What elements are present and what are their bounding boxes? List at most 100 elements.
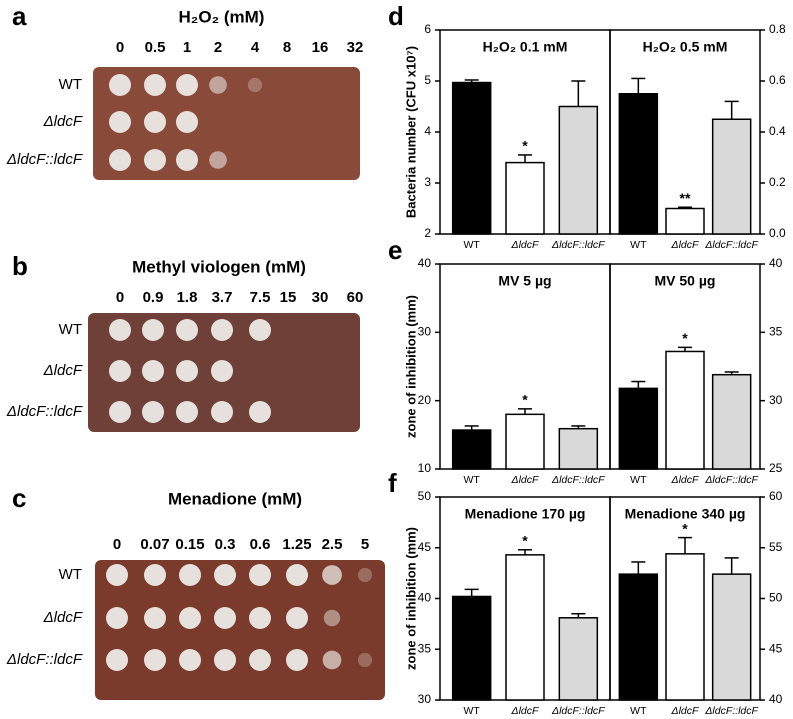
strain-label: WT [59, 321, 82, 338]
bacterial-spot [176, 74, 198, 96]
chart-title: H₂O₂ 0.5 mM [643, 39, 728, 55]
bacterial-spot [142, 319, 164, 341]
panel-label: b [12, 251, 28, 281]
bar [665, 553, 705, 701]
chart-title: MV 5 µg [498, 273, 551, 289]
concentration-label: 16 [312, 39, 329, 56]
significance-mark: ** [680, 190, 691, 206]
bacterial-spot [176, 111, 198, 133]
panel-label: d [388, 1, 404, 31]
x-tick-label: ΔldcF [671, 474, 699, 486]
error-bar [464, 79, 479, 83]
chart-title: Menadione 340 µg [625, 506, 746, 522]
y-tick-label: 3 [424, 175, 431, 189]
x-tick-label: ΔldcF [671, 239, 699, 251]
bacterial-spot [144, 74, 166, 96]
error-bar [518, 408, 532, 415]
y-axis-label: zone of inhibition (mm) [403, 527, 418, 670]
x-tick-label: WT [630, 705, 647, 717]
bacterial-spot [109, 401, 131, 423]
bar [451, 81, 492, 235]
error-bar [724, 557, 739, 575]
bacterial-spot [211, 319, 233, 341]
concentration-label: 0.9 [143, 289, 164, 306]
bacterial-spot [323, 609, 341, 627]
concentration-label: 32 [347, 39, 364, 56]
bacterial-spot [144, 564, 166, 586]
error-bar [631, 380, 646, 389]
error-bar [518, 549, 532, 555]
y-tick-label: 30 [418, 692, 432, 706]
bar [451, 595, 492, 701]
y-axis-label: zone of inhibition (mm) [403, 295, 418, 438]
strain-label: WT [59, 566, 82, 583]
bar [558, 617, 599, 701]
x-tick-label: ΔldcF::ldcF [704, 474, 758, 486]
bar [711, 118, 752, 235]
bacterial-spot [322, 565, 342, 585]
bacterial-spot [249, 319, 271, 341]
bacterial-spot [209, 151, 227, 169]
significance-mark: * [522, 138, 528, 154]
y-tick-label: 0.0 [769, 226, 786, 240]
concentration-label: 0 [113, 536, 121, 553]
bacterial-spot [211, 401, 233, 423]
x-tick-label: ΔldcF [511, 705, 539, 717]
chart-title: Menadione 170 µg [465, 506, 586, 522]
bacterial-spot [176, 149, 198, 171]
error-bar [464, 588, 479, 597]
bacterial-spot [144, 649, 166, 671]
bacterial-spot [109, 149, 131, 171]
x-tick-label: WT [464, 474, 481, 486]
bacterial-spot [357, 652, 373, 668]
concentration-label: 2.5 [322, 536, 343, 553]
bacterial-spot [106, 564, 128, 586]
bacterial-spot [249, 649, 271, 671]
bacterial-spot [176, 360, 198, 382]
panel-label: e [388, 235, 402, 265]
error-bar [571, 80, 586, 107]
y-tick-label: 40 [418, 591, 432, 605]
x-tick-label: WT [464, 239, 481, 251]
error-bar [571, 612, 586, 618]
strain-label: ΔldcF [43, 609, 83, 626]
error-bar [678, 206, 692, 209]
error-bar [631, 561, 646, 575]
y-tick-label: 50 [418, 489, 432, 503]
panel-label: f [388, 468, 397, 498]
bacterial-spot [142, 401, 164, 423]
concentration-label: 7.5 [250, 289, 271, 306]
concentration-label: 1 [183, 39, 191, 56]
concentration-label: 30 [312, 289, 329, 306]
bacterial-spot [144, 111, 166, 133]
concentration-label: 15 [280, 289, 297, 306]
bar [505, 161, 545, 235]
concentration-label: 0 [116, 289, 124, 306]
concentration-label: 1.25 [282, 536, 311, 553]
bacterial-spot [106, 649, 128, 671]
bar [505, 413, 545, 470]
bacterial-spot [109, 319, 131, 341]
y-tick-label: 20 [418, 393, 432, 407]
bar [665, 350, 705, 470]
bacterial-spot [322, 650, 342, 670]
bar [711, 573, 752, 701]
bar [618, 93, 659, 235]
x-tick-label: ΔldcF::ldcF [551, 705, 605, 717]
bar [505, 554, 545, 701]
bar [618, 387, 659, 470]
concentration-label: 0.5 [145, 39, 166, 56]
concentration-label: 3.7 [212, 289, 233, 306]
y-tick-label: 5 [424, 73, 431, 87]
y-tick-label: 10 [418, 461, 432, 475]
x-tick-label: ΔldcF::ldcF [551, 474, 605, 486]
error-bar [464, 425, 479, 431]
x-tick-label: ΔldcF [671, 705, 699, 717]
bacterial-spot [109, 111, 131, 133]
bar [665, 207, 705, 235]
x-tick-label: WT [464, 705, 481, 717]
error-bar [678, 536, 692, 554]
bacterial-spot [179, 649, 201, 671]
